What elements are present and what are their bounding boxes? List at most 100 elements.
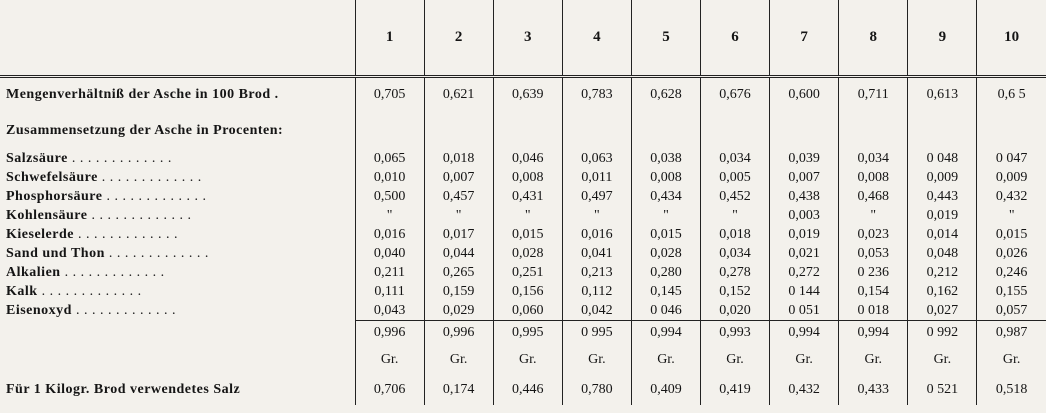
cell-value: " [699,206,770,226]
cell-value: 0,438 [769,187,839,207]
table-row: Kieselerde0,0160,0170,0150,0160,0150,018… [0,225,1046,245]
cell-value: 0,014 [907,225,977,245]
cell-value: 0,174 [423,374,494,405]
row-label: Schwefelsäure [0,169,355,188]
cell-value: 0,432 [976,187,1046,207]
empty-cell [423,111,494,150]
cell-value: " [561,206,632,226]
table-row: Schwefelsäure0,0100,0070,0080,0110,0080,… [0,168,1046,188]
cell-value: 0,008 [492,168,563,188]
empty-cell [769,111,839,150]
column-header: 2 [423,0,494,78]
cell-value: Gr. [492,344,563,375]
column-header: 7 [769,0,839,78]
cell-value: 0,443 [907,187,977,207]
cell-value: 0,048 [907,244,977,264]
cell-value: 0,038 [630,149,701,169]
cell-value: 0,272 [769,263,839,283]
cell-value: 0,518 [976,374,1046,405]
cell-value: 0,015 [630,225,701,245]
table-row: Sand und Thon0,0400,0440,0280,0410,0280,… [0,244,1046,264]
cell-value: 0,053 [838,244,908,264]
row-label [0,345,355,375]
cell-value: 0 521 [907,374,977,405]
cell-value: 0,600 [769,76,839,112]
cell-value: 0 048 [907,149,977,169]
cell-value: 0,706 [354,374,425,405]
column-header: 5 [630,0,701,78]
cell-value: Gr. [976,344,1046,375]
cell-value: 0,111 [354,282,425,302]
column-header: 1 [354,0,425,78]
cell-value: 0,628 [630,76,701,112]
cell-value: 0,468 [838,187,908,207]
cell-value: 0,023 [838,225,908,245]
cell-value: 0,028 [630,244,701,264]
cell-value: 0,780 [561,374,632,405]
cell-value: 0,043 [354,301,425,321]
label-text: Zusammensetzung der Asche in Procenten: [6,122,284,138]
table-row: Kohlensäure""""""0,003"0,019" [0,206,1046,226]
label-text: Für 1 Kilogr. Brod verwendetes Salz [6,381,241,397]
cell-value: Gr. [561,344,632,375]
cell-value: 0,251 [492,263,563,283]
cell-value: 0,987 [976,320,1046,345]
cell-value: 0 018 [838,301,908,321]
table-row: Für 1 Kilogr. Brod verwendetes Salz 0,706… [0,374,1046,405]
cell-value: Gr. [769,344,839,375]
cell-value: 0,213 [561,263,632,283]
cell-value: 0,019 [907,206,977,226]
cell-value: 0,044 [423,244,494,264]
label-text: Kohlensäure [6,208,191,223]
cell-value: 0,016 [354,225,425,245]
cell-value: 0,034 [699,149,770,169]
cell-value: 0,046 [492,149,563,169]
cell-value: 0,155 [976,282,1046,302]
cell-value: Gr. [354,344,425,375]
empty-cell [354,111,425,150]
cell-value: 0,027 [907,301,977,321]
cell-value: 0,041 [561,244,632,264]
label-text: Eisenoxyd [6,303,176,318]
table-row: Alkalien0,2110,2650,2510,2130,2800,2780,… [0,263,1046,283]
cell-value: 0,016 [561,225,632,245]
cell-value: 0,008 [838,168,908,188]
table-row: Salzsäure0,0650,0180,0460,0630,0380,0340… [0,149,1046,169]
label-text: Sand und Thon [6,246,209,261]
cell-value: 0,409 [630,374,701,405]
cell-value: 0,011 [561,168,632,188]
cell-value: 0,042 [561,301,632,321]
cell-value: 0,010 [354,168,425,188]
column-header: 10 [976,0,1046,78]
label-text: Alkalien [6,265,165,280]
cell-value: 0,613 [907,76,977,112]
cell-value: 0,280 [630,263,701,283]
table-row: 0,996 0,996 0,995 0 995 0,994 0,993 0,994 0,994… [0,320,1046,345]
cell-value: 0,021 [769,244,839,264]
cell-value: 0,009 [907,168,977,188]
row-label: Zusammensetzung der Asche in Procenten: [0,112,355,150]
cell-value: 0,419 [699,374,770,405]
cell-value: 0 236 [838,263,908,283]
cell-value: 0,994 [838,320,908,345]
cell-value: 0,005 [699,168,770,188]
cell-value: 0,446 [492,374,563,405]
cell-value: 0,017 [423,225,494,245]
column-header: 6 [699,0,770,78]
cell-value: 0 047 [976,149,1046,169]
cell-value: 0,015 [976,225,1046,245]
cell-value: 0,783 [561,76,632,112]
row-label: Salzsäure [0,150,355,169]
cell-value: 0,246 [976,263,1046,283]
cell-value: 0,278 [699,263,770,283]
label-text: Kalk [6,284,142,299]
cell-value: 0,212 [907,263,977,283]
empty-cell [492,111,563,150]
cell-value: 0,705 [354,76,425,112]
row-label: Kohlensäure [0,207,355,226]
cell-value: 0,029 [423,301,494,321]
cell-value: 0,040 [354,244,425,264]
